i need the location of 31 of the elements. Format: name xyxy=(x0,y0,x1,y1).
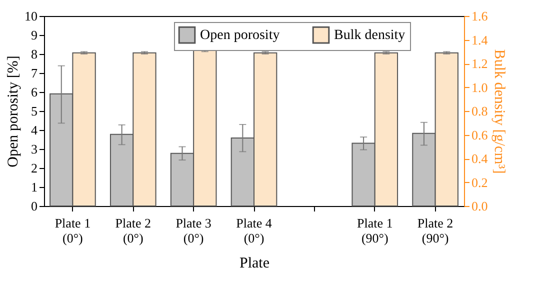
y-tick-label: 4 xyxy=(31,122,38,138)
x-tick-label: Plate 1 (0°) xyxy=(54,216,91,246)
y2-tick-label: 1.2 xyxy=(472,56,488,71)
y2-tick-label: 0.6 xyxy=(472,127,488,142)
y2-tick-label: 1.0 xyxy=(472,80,488,95)
x-tick-label: Plate 3 (0°) xyxy=(176,216,212,246)
y2-tick-label: 0.0 xyxy=(472,198,488,214)
y-tick-label: 9 xyxy=(31,28,38,42)
y-tick-label: 5 xyxy=(31,104,38,118)
y-tick-label: 8 xyxy=(31,46,38,62)
y-axis-title: Open porosity [%] xyxy=(6,56,22,168)
x-axis-title: Plate xyxy=(240,256,270,272)
y-tick-label: 2 xyxy=(31,160,38,176)
y2-tick-label: 1.6 xyxy=(472,8,488,24)
y2-axis-title: Bulk density [g/cm³] xyxy=(490,49,507,174)
y2-tick-label: 0.8 xyxy=(472,104,488,118)
legend-label: Open porosity xyxy=(200,28,280,44)
x-tick-label: Plate 4 (0°) xyxy=(236,216,272,246)
y-tick-label: 10 xyxy=(24,8,38,24)
y-tick-label: 7 xyxy=(31,66,38,80)
x-tick-label: Plate 2 (90°) xyxy=(417,216,454,246)
y-tick-label: 0 xyxy=(31,198,38,214)
y2-tick-label: 0.4 xyxy=(472,151,488,166)
y-tick-label: 3 xyxy=(31,142,38,156)
y2-tick-label: 1.4 xyxy=(472,32,488,48)
y-tick-label: 6 xyxy=(31,84,38,100)
x-tick-label: Plate 1 (90°) xyxy=(356,216,393,246)
x-tick-label: Plate 2 (0°) xyxy=(115,216,152,246)
y2-tick-label: 0.2 xyxy=(472,174,488,190)
legend-label: Bulk density xyxy=(334,28,406,44)
y-tick-label: 1 xyxy=(31,180,38,194)
